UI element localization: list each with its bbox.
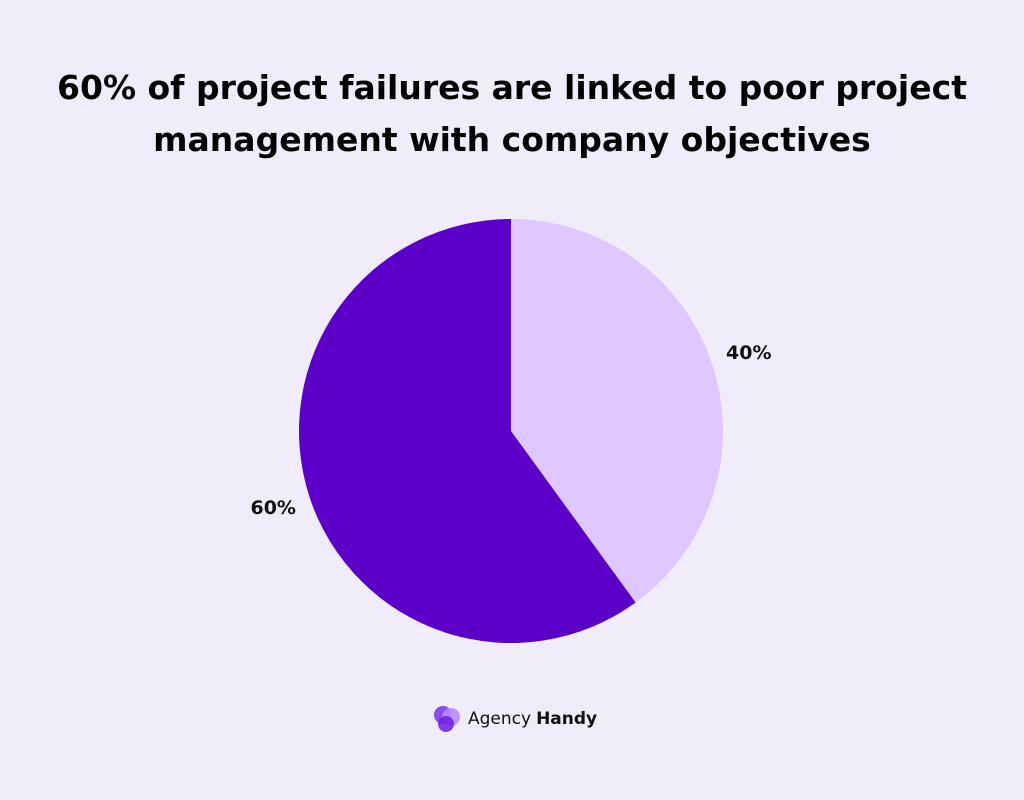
chart-title: 60% of project failures are linked to po… (57, 68, 967, 159)
brand-icon (434, 706, 460, 732)
brand-logo: Agency Handy (432, 704, 597, 734)
pie-slice (511, 219, 723, 603)
brand-prefix: Agency (468, 709, 532, 729)
slice-label: 40% (726, 342, 771, 364)
slice-label: 60% (250, 497, 295, 519)
brand-name: Handy (536, 709, 598, 729)
pie-slice (298, 219, 636, 643)
